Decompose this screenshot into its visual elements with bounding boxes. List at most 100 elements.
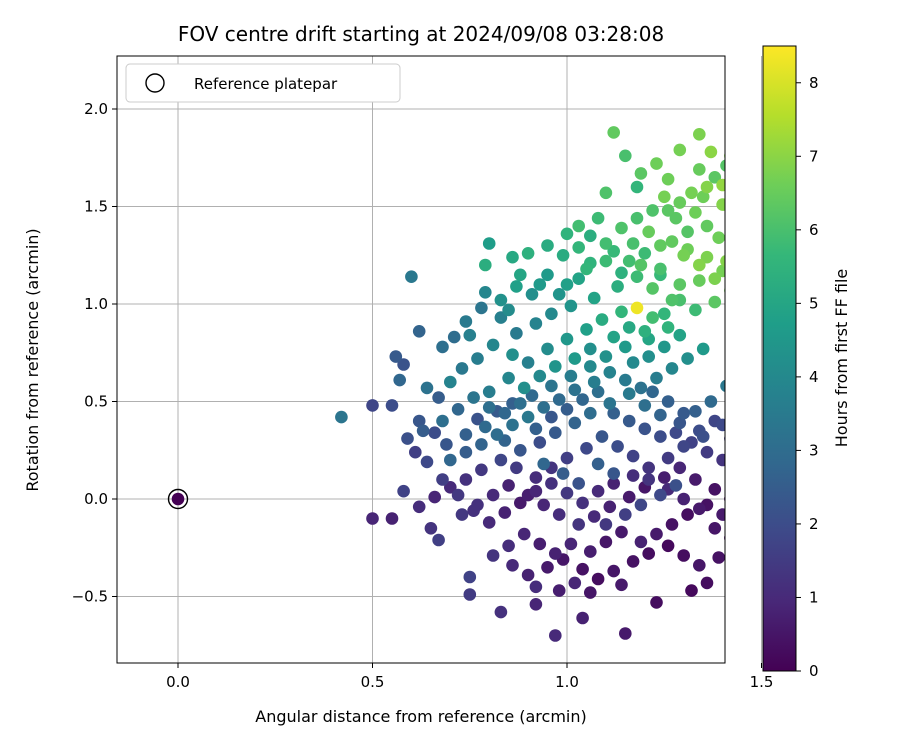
data-point <box>417 425 430 438</box>
data-point <box>475 464 488 477</box>
data-point <box>502 304 515 317</box>
data-point <box>588 292 601 305</box>
data-point <box>518 528 531 541</box>
data-point <box>600 350 613 363</box>
colorbar-tick-label: 7 <box>809 147 819 165</box>
data-point <box>604 501 617 514</box>
data-point <box>728 542 741 555</box>
data-point <box>428 426 441 439</box>
data-point <box>744 233 757 246</box>
data-point <box>635 259 648 272</box>
data-point <box>724 150 737 163</box>
data-point <box>487 489 500 502</box>
data-point <box>740 485 753 498</box>
data-point <box>697 430 710 443</box>
data-point <box>561 228 574 241</box>
data-point <box>530 485 543 498</box>
data-point <box>479 421 492 434</box>
data-point <box>479 259 492 272</box>
data-point <box>744 146 757 159</box>
data-point <box>856 175 869 188</box>
data-point <box>580 323 593 336</box>
data-point <box>576 497 589 510</box>
data-point <box>534 370 547 383</box>
data-point <box>732 518 745 531</box>
data-point <box>716 419 729 432</box>
data-point <box>584 230 597 243</box>
data-point <box>534 538 547 551</box>
data-point <box>440 438 453 451</box>
data-point <box>666 294 679 307</box>
data-point <box>600 536 613 549</box>
data-point <box>421 456 434 469</box>
data-point <box>716 508 729 521</box>
data-point <box>580 263 593 276</box>
data-point <box>701 446 714 459</box>
data-point <box>409 446 422 459</box>
data-point <box>744 171 757 184</box>
data-point <box>635 167 648 180</box>
y-axis-ticks: −0.50.00.51.01.52.0 <box>72 100 117 606</box>
data-point <box>642 226 655 239</box>
data-point <box>604 366 617 379</box>
data-point <box>658 471 671 484</box>
data-point <box>592 573 605 586</box>
data-point <box>798 467 811 480</box>
data-point <box>716 454 729 467</box>
data-point <box>798 569 811 582</box>
data-point <box>549 360 562 373</box>
data-point <box>553 508 566 521</box>
data-point <box>565 538 578 551</box>
data-point <box>541 269 554 282</box>
data-point <box>623 387 636 400</box>
data-point <box>530 598 543 611</box>
data-point <box>530 581 543 594</box>
data-point <box>522 411 535 424</box>
data-point <box>872 491 885 504</box>
data-point <box>888 155 900 168</box>
data-point <box>654 239 667 252</box>
data-point <box>646 311 659 324</box>
data-point <box>884 288 897 301</box>
data-point <box>502 479 515 492</box>
y-axis-label: Rotation from reference (arcmin) <box>23 228 42 491</box>
data-point <box>712 551 725 564</box>
data-point <box>502 372 515 385</box>
data-point <box>580 442 593 455</box>
data-point <box>658 341 671 354</box>
data-point <box>817 503 830 516</box>
data-point <box>701 220 714 233</box>
colorbar-tick-label: 6 <box>809 221 819 239</box>
data-point <box>386 399 399 412</box>
data-point <box>674 196 687 209</box>
data-point <box>677 407 690 420</box>
data-point <box>709 296 722 309</box>
data-point <box>728 124 741 137</box>
data-point <box>876 122 889 135</box>
data-point <box>650 596 663 609</box>
x-tick-label: 1.0 <box>555 673 579 691</box>
x-tick-label: 0.5 <box>361 673 385 691</box>
data-point <box>677 249 690 262</box>
data-point <box>666 518 679 531</box>
data-point <box>619 627 632 640</box>
y-tick-label: 2.0 <box>84 100 108 118</box>
data-point <box>541 239 554 252</box>
data-point <box>666 362 679 375</box>
data-point <box>631 270 644 283</box>
data-point <box>541 561 554 574</box>
data-point <box>736 113 749 126</box>
data-point <box>487 549 500 562</box>
data-point <box>390 350 403 363</box>
data-point <box>677 493 690 506</box>
y-tick-label: 1.0 <box>84 295 108 313</box>
data-point <box>619 508 632 521</box>
data-point <box>662 204 675 217</box>
data-point <box>880 255 893 268</box>
colorbar-gradient <box>763 46 796 671</box>
data-point <box>623 255 636 268</box>
data-point <box>421 382 434 395</box>
data-point <box>604 397 617 410</box>
data-point <box>705 146 718 159</box>
